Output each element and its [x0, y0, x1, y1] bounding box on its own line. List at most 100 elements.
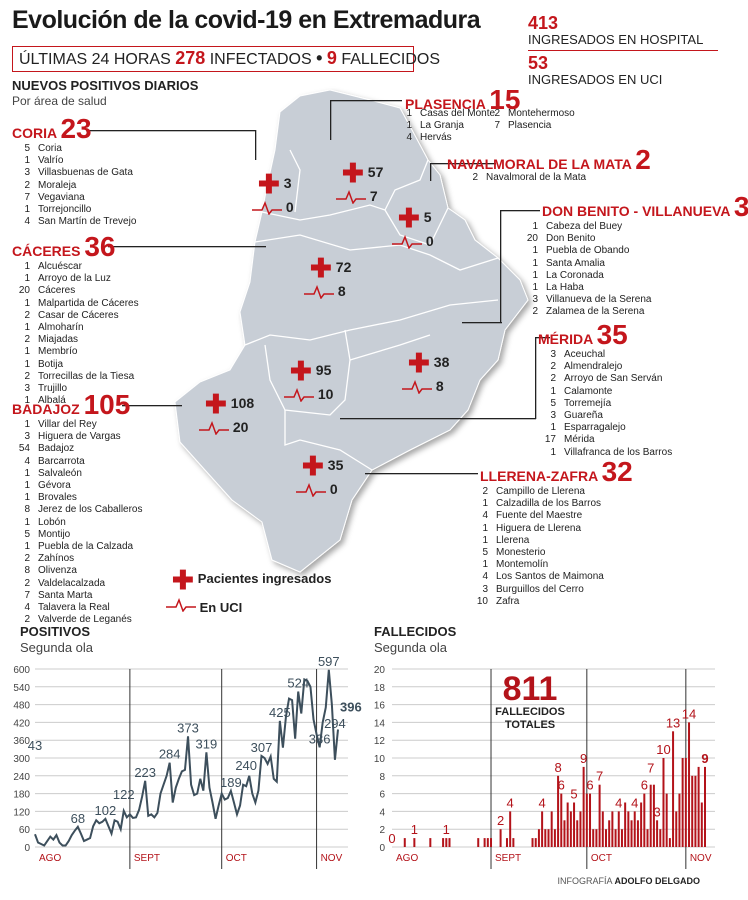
list-item: 1 Puebla de la Calzada	[10, 541, 143, 553]
list-item: 1 Calzadilla de los Barros	[468, 498, 604, 510]
hospital-marker: ✚ 72	[310, 255, 351, 281]
death-bar	[611, 811, 614, 847]
data-label: 10	[656, 742, 670, 757]
death-bar	[656, 820, 659, 847]
ecg-icon	[304, 285, 334, 300]
ecg-icon	[199, 421, 229, 436]
list-item: 1 Montemolín	[468, 559, 604, 571]
list-item: 1 Brovales	[10, 492, 143, 504]
death-bar	[608, 820, 611, 847]
y-tick-label: 480	[13, 701, 30, 712]
list-item: 5 Montijo	[10, 529, 143, 541]
data-label: 524	[287, 676, 309, 691]
data-label: 396	[340, 700, 362, 715]
case-count: 1	[24, 204, 30, 216]
death-bar	[566, 802, 569, 847]
death-bar	[620, 829, 623, 847]
data-label: 2	[497, 813, 504, 828]
municipality-name: Calamonte	[564, 385, 613, 397]
death-bar	[704, 766, 706, 847]
death-bar	[547, 829, 550, 847]
data-label: 3	[653, 804, 660, 819]
uci-count: 20	[232, 419, 249, 435]
case-count: 5	[24, 143, 30, 154]
list-item: 3 Burguillos del Cerro	[468, 584, 604, 596]
list-item: 2 Arroyo de San Serván	[536, 373, 672, 385]
list-item: 1 Alcuéscar	[10, 261, 139, 273]
legend-hospital: ✚ Pacientes ingresados	[172, 567, 331, 593]
case-count: 8	[24, 565, 30, 577]
data-label: 5	[570, 787, 577, 802]
case-count: 3	[24, 167, 30, 179]
death-bar	[643, 793, 646, 847]
death-bar	[662, 758, 665, 847]
deaths-chart-subtitle: Segunda ola	[374, 640, 448, 655]
hospital-count: 38	[433, 354, 450, 370]
area-caceres: CÁCERES 36	[12, 233, 116, 261]
list-item: 3 Trujillo	[10, 383, 139, 395]
municipality-name: La Granja	[420, 120, 464, 132]
list-item: 1 Botija	[10, 359, 139, 371]
credit-author: ADOLFO DELGADO	[614, 876, 701, 886]
deaths-total-label: FALLECIDOS TOTALES	[495, 706, 565, 731]
list-item: 20 Don Benito	[518, 233, 651, 245]
health-area-borders	[244, 149, 499, 471]
death-bar	[585, 793, 588, 847]
municipality-name: Burguillos del Cerro	[496, 583, 584, 595]
area-heading: CÁCERES 36	[12, 233, 116, 261]
y-tick-label: 240	[13, 772, 30, 783]
death-bar	[640, 802, 643, 847]
case-count: 2	[24, 577, 30, 589]
list-item: 5 Coria	[10, 143, 136, 155]
area-heading: PLASENCIA 15	[405, 86, 520, 114]
list-item: 1 Villar del Rey	[10, 419, 143, 431]
case-count: 1	[24, 419, 30, 430]
infected-count: 278	[175, 48, 206, 68]
case-count: 1	[482, 498, 488, 510]
area-heading: NAVALMORAL DE LA MATA 2	[447, 146, 651, 174]
data-label: 1	[411, 822, 418, 837]
data-label: 13	[666, 715, 680, 730]
case-count: 1	[406, 108, 412, 119]
death-bar	[598, 784, 601, 847]
case-count: 1	[24, 322, 30, 334]
positives-line	[34, 669, 339, 847]
municipality-name: Torrecillas de la Tiesa	[38, 370, 135, 382]
municipality-list: 1 Alcuéscar 1 Arroyo de la Luz 20 Cáceres 1 Mal…	[10, 261, 139, 407]
case-count: 4	[482, 571, 488, 583]
data-label: 294	[324, 716, 346, 731]
list-item: 2 Montehermoso	[480, 108, 574, 120]
case-count: 17	[544, 434, 556, 446]
municipality-list: 2 Campillo de Llerena 1 Calzadilla de los B…	[468, 486, 604, 608]
deaths-chart-title: FALLECIDOS	[374, 624, 457, 639]
municipality-name: Salvaleón	[38, 467, 82, 479]
death-bar	[636, 820, 639, 847]
municipality-name: Aceuchal	[564, 349, 606, 360]
area-total: 32	[601, 456, 633, 487]
y-tick-label: 600	[13, 665, 30, 676]
y-tick-label: 10	[374, 754, 386, 765]
data-label: 6	[641, 778, 648, 793]
death-bar	[569, 811, 572, 847]
list-item: 54 Badajoz	[10, 443, 143, 455]
list-item: 20 Cáceres	[10, 285, 139, 297]
municipality-list: 2 Navalmoral de la Mata	[458, 172, 586, 184]
death-bar	[537, 829, 540, 847]
death-bar	[601, 811, 604, 847]
case-count: 20	[526, 233, 538, 245]
case-count: 1	[550, 385, 556, 397]
data-label: 8	[554, 760, 561, 775]
death-bar	[477, 838, 480, 847]
municipality-name: Moraleja	[38, 179, 77, 191]
death-bar	[646, 829, 649, 847]
municipality-name: Badajoz	[38, 443, 75, 455]
data-label: 4	[538, 795, 545, 810]
ecg-icon	[252, 201, 282, 216]
ecg-icon	[296, 483, 326, 498]
list-item: 1 Gévora	[10, 480, 143, 492]
municipality-list: 1 Cabeza del Buey 20 Don Benito 1 Puebla de O…	[518, 221, 652, 319]
uci-count: 8	[435, 378, 444, 394]
case-count: 3	[482, 583, 488, 595]
case-count: 1	[532, 269, 538, 281]
hospital-marker: ✚ 3	[258, 171, 292, 197]
